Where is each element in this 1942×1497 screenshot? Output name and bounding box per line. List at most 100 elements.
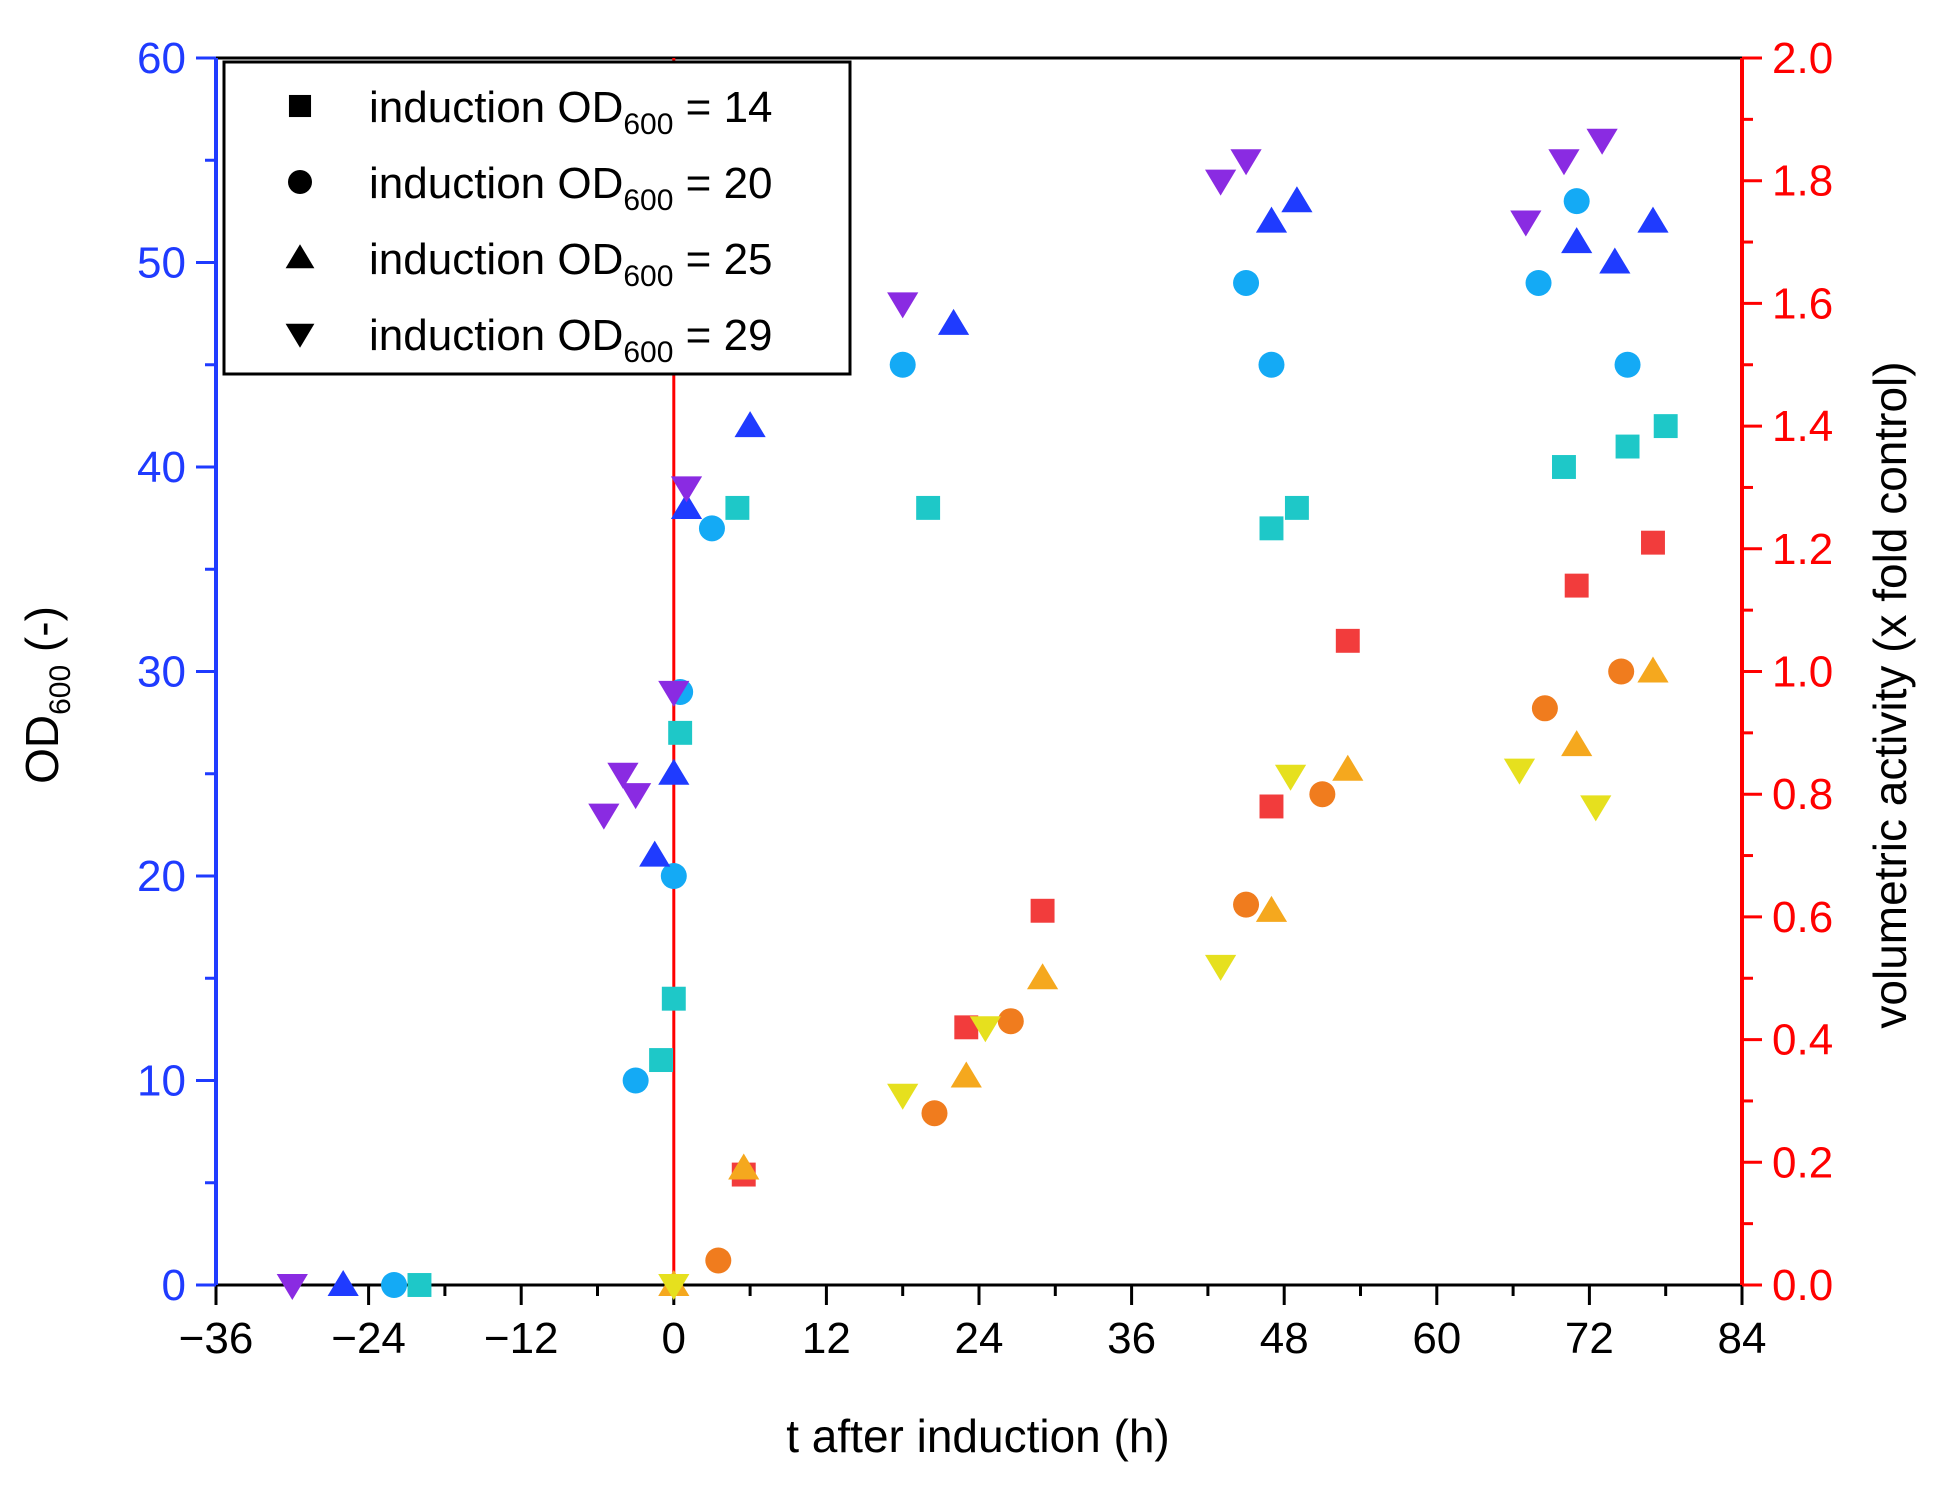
legend-label-suffix: = 20 — [673, 159, 772, 208]
y-axis-left-title-sub: 600 — [44, 665, 77, 715]
legend-label-sub: 600 — [623, 260, 673, 293]
activity-circle-point — [921, 1100, 948, 1127]
activity-circle-point — [1531, 695, 1558, 722]
x-tick-label: −36 — [179, 1314, 254, 1363]
legend-label-sub: 600 — [623, 336, 673, 369]
activity-triangle-down-point — [1503, 758, 1536, 785]
od600-triangle-up-point — [1281, 186, 1313, 213]
data-points — [276, 128, 1678, 1300]
activity-triangle-down-point — [1205, 954, 1237, 981]
y-left-tick-label: 60 — [137, 34, 186, 83]
activity-square-point — [1259, 794, 1284, 819]
legend-box — [222, 60, 852, 376]
od600-circle-point — [1525, 269, 1552, 296]
od600-square-point — [1615, 434, 1640, 459]
activity-triangle-up-point — [1026, 963, 1059, 990]
x-tick-label: 24 — [955, 1314, 1004, 1363]
y-right-tick-label: 1.2 — [1772, 525, 1833, 574]
od600-triangle-down-point — [1230, 149, 1262, 176]
x-axis-title: t after induction (h) — [786, 1410, 1170, 1462]
y-axis-right-title: volumetric activity (x fold control) — [1864, 361, 1916, 1028]
x-tick-label: 36 — [1107, 1314, 1156, 1363]
y-right-tick-label: 0.6 — [1772, 893, 1833, 942]
legend-label-prefix: induction OD — [369, 311, 623, 360]
x-tick-label: 0 — [662, 1314, 686, 1363]
legend-marker-circle — [288, 170, 312, 194]
od600-circle-point — [622, 1067, 649, 1094]
activity-triangle-down-point — [969, 1016, 1001, 1043]
od600-circle-point — [1614, 351, 1641, 378]
activity-triangle-up-point — [728, 1153, 760, 1180]
y-axis-left-title-base: OD — [16, 715, 68, 784]
y-right-tick-label: 0.2 — [1772, 1138, 1833, 1187]
od600-triangle-up-point — [658, 758, 690, 785]
y-axis-right: 0.0 0.2 0.4 0.6 0.8 1.0 1.2 1.4 1.6 1.8 2.0 — [1742, 34, 1833, 1310]
legend-label-suffix: = 14 — [673, 83, 772, 132]
y-left-tick-label: 50 — [137, 239, 186, 288]
od600-triangle-down-point — [1548, 149, 1580, 176]
od600-square-point — [916, 495, 941, 520]
od600-triangle-up-point — [639, 840, 671, 867]
od600-square-point — [649, 1048, 674, 1073]
od600-triangle-down-point — [670, 476, 703, 503]
od600-circle-point — [381, 1272, 408, 1298]
od600-triangle-down-point — [1510, 210, 1542, 237]
activity-square-point — [1564, 573, 1589, 598]
y-left-tick-label: 30 — [137, 648, 186, 697]
activity-triangle-down-point — [658, 1273, 690, 1300]
legend-label: induction OD600 = 29 — [369, 311, 773, 369]
od600-square-point — [668, 720, 693, 745]
activity-triangle-up-point — [1255, 895, 1288, 922]
legend-label: induction OD600 = 20 — [369, 159, 773, 217]
y-axis-left-title: OD600 (-) — [16, 606, 77, 784]
od600-triangle-down-point — [1205, 169, 1237, 196]
od600-circle-point — [698, 515, 725, 542]
od600-triangle-down-point — [588, 803, 620, 830]
od600-triangle-up-point — [1561, 227, 1593, 254]
legend-label-prefix: induction OD — [369, 159, 623, 208]
od600-triangle-up-point — [734, 411, 766, 438]
legend-marker-triangle-down — [285, 323, 315, 348]
x-tick-label: 72 — [1565, 1314, 1614, 1363]
y-right-tick-label: 1.4 — [1772, 402, 1833, 451]
legend-label-suffix: = 25 — [673, 235, 772, 284]
activity-triangle-up-point — [950, 1061, 982, 1088]
od600-circle-point — [1258, 351, 1285, 378]
od600-triangle-down-point — [887, 292, 919, 319]
od600-square-point — [1552, 455, 1576, 479]
od600-circle-point — [1233, 269, 1260, 296]
x-tick-label: 60 — [1412, 1314, 1461, 1363]
od600-square-point — [1653, 414, 1678, 439]
activity-circle-point — [1608, 658, 1635, 685]
x-tick-label: −24 — [331, 1314, 406, 1363]
x-tick-label: −12 — [484, 1314, 559, 1363]
y-axis-left: 0 10 20 30 40 50 60 — [137, 34, 216, 1310]
y-axis-left-title-suffix: (-) — [16, 606, 68, 665]
od600-triangle-down-point — [607, 762, 639, 789]
legend-label-suffix: = 29 — [673, 311, 772, 360]
od600-square-point — [725, 495, 750, 520]
activity-triangle-down-point — [1274, 764, 1307, 791]
x-tick-label: 84 — [1718, 1314, 1767, 1363]
y-left-tick-label: 20 — [137, 852, 186, 901]
legend-label-sub: 600 — [623, 108, 673, 141]
od600-square-point — [1259, 516, 1284, 541]
legend-label-prefix: induction OD — [369, 235, 623, 284]
activity-circle-point — [1309, 781, 1336, 808]
activity-triangle-up-point — [1332, 754, 1364, 781]
od600-circle-point — [889, 351, 916, 378]
activity-triangle-down-point — [1580, 795, 1612, 822]
y-right-tick-label: 1.0 — [1772, 648, 1833, 697]
od600-square-point — [661, 986, 686, 1011]
activity-square-point — [1030, 898, 1055, 923]
od600-triangle-up-point — [670, 492, 703, 519]
activity-triangle-up-point — [1637, 656, 1669, 683]
y-left-tick-label: 0 — [162, 1261, 186, 1310]
od600-square-point — [407, 1273, 432, 1297]
legend-label-sub: 600 — [623, 184, 673, 217]
legend-marker-triangle-up — [285, 244, 315, 269]
od600-triangle-up-point — [1255, 206, 1288, 233]
